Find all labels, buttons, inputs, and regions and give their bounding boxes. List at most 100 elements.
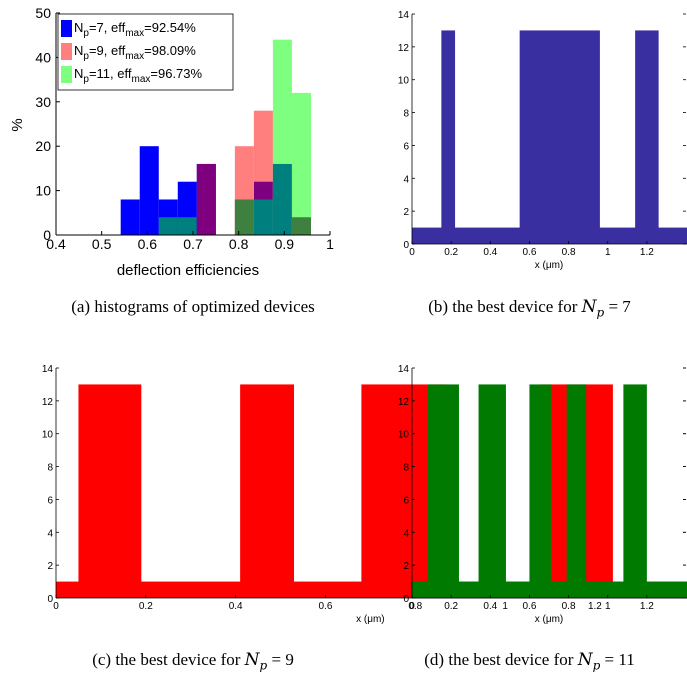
legend-text-part: p [83, 74, 89, 85]
histogram-bar [139, 146, 159, 235]
y-tick-label: 0 [403, 240, 409, 251]
y-tick-label: 10 [398, 430, 410, 441]
legend-entry: Np=7, effmax=92.54% [74, 20, 196, 39]
device-ridge [427, 384, 459, 583]
caption-a-label: (a) [71, 297, 91, 316]
device-ridge [623, 384, 647, 583]
legend-text-part: =92.54% [144, 20, 196, 35]
x-tick-label: 0.4 [229, 601, 243, 612]
y-tick-label: 2 [47, 561, 53, 572]
y-tick-label: 4 [403, 174, 409, 185]
y-tick-label: 30 [35, 94, 51, 110]
histogram-panel: 0.4 0.5 0.6 0.7 0.8 0.9 101020304050deflection… [9, 5, 334, 279]
y-tick-label: 12 [398, 397, 410, 408]
y-tick-label: 20 [35, 138, 51, 154]
y-tick-label: 6 [403, 141, 409, 152]
x-tick-label: 0.8 [562, 601, 576, 612]
legend: Np=7, effmax=92.54%Np=9, effmax=98.09%Np… [57, 13, 234, 91]
histogram-bar [120, 199, 140, 235]
caption-c-label: (c) [92, 650, 112, 669]
x-tick-label: 1.2 [640, 601, 654, 612]
y-tick-label: 8 [47, 463, 53, 474]
caption-d-text: the best device for [448, 650, 574, 669]
legend-entry: Np=9, effmax=98.09% [74, 43, 196, 62]
caption-b-label: (b) [428, 297, 449, 316]
legend-text-part: max [131, 74, 150, 85]
y-tick-label: 10 [35, 183, 51, 199]
device-base-layer [412, 227, 687, 244]
y-tick-label: 10 [398, 76, 410, 87]
legend-swatch [61, 20, 72, 37]
x-tick-label: 0 [53, 601, 59, 612]
x-tick-label: 0.6 [522, 601, 536, 612]
caption-d-var: N [577, 650, 593, 670]
caption-d-label: (d) [424, 650, 445, 669]
y-tick-label: 14 [42, 364, 54, 375]
histogram-bar [158, 217, 178, 235]
device-ridge [635, 30, 659, 229]
y-tick-label: 6 [403, 495, 409, 506]
legend-text-part: =11, eff [89, 66, 132, 81]
x-axis-label: x (μm) [356, 614, 385, 625]
y-tick-label: 4 [47, 528, 53, 539]
x-tick-label: 0.6 [319, 601, 333, 612]
x-tick-label: 0.5 [92, 236, 112, 252]
histogram-bar [291, 217, 311, 235]
device-ridge [519, 30, 600, 229]
legend-text-part: =7, eff [89, 20, 126, 35]
device-ridge [240, 384, 295, 583]
caption-c-sub: p [259, 658, 268, 673]
x-tick-label: 1.2 [588, 601, 602, 612]
caption-b: (b) the best device for Np = 7 [372, 297, 687, 320]
caption-c: (c) the best device for Np = 9 [28, 650, 358, 673]
x-tick-label: 0.6 [138, 236, 158, 252]
y-tick-label: 2 [403, 561, 409, 572]
x-tick-label: 0.2 [139, 601, 153, 612]
x-tick-label: 0.4 [483, 601, 497, 612]
histogram-bar [291, 92, 311, 235]
legend-text-part: N [74, 20, 83, 35]
histogram-bar [253, 199, 273, 235]
device-ridge [78, 384, 142, 583]
x-tick-label: 0.8 [408, 601, 422, 612]
legend-text-part: =96.73% [150, 66, 202, 81]
device-ridge [478, 384, 506, 583]
legend-text-part: =98.09% [144, 43, 196, 58]
x-tick-label: 1 [605, 247, 611, 258]
legend-text-part: max [125, 51, 144, 62]
caption-b-text: the best device for [452, 297, 578, 316]
x-tick-label: 0.8 [562, 247, 576, 258]
x-tick-label: 0 [409, 601, 415, 612]
y-tick-label: 12 [42, 397, 54, 408]
y-tick-label: 40 [35, 49, 51, 65]
y-axis-label: % [9, 118, 26, 131]
legend-entry: Np=11, effmax=96.73% [74, 66, 203, 85]
histogram-bar [196, 163, 216, 235]
x-tick-label: 0.7 [183, 236, 203, 252]
device-ridge [441, 30, 456, 229]
x-axis-label: deflection efficiencies [117, 262, 259, 279]
y-tick-label: 8 [403, 109, 409, 120]
caption-d-rel: = [600, 650, 619, 669]
histogram-bar [234, 199, 254, 235]
y-tick-label: 0 [43, 227, 51, 243]
y-tick-label: 14 [398, 10, 410, 21]
legend-text-part: N [74, 66, 83, 81]
legend-text-part: N [74, 43, 83, 58]
caption-d-num: 11 [618, 650, 635, 669]
x-tick-label: 1 [326, 236, 334, 252]
x-axis-label: x (μm) [535, 260, 564, 271]
x-tick-label: 1 [502, 601, 508, 612]
x-tick-label: 0.2 [444, 247, 458, 258]
caption-d-sub: p [592, 658, 601, 673]
device-np7-panel: 0 0.2 0.4 0.6 0.8 1 1.2 0 2 4 6 8 10 12 14 x (μm) [398, 10, 687, 271]
x-tick-label: 0.4 [483, 247, 497, 258]
legend-box [57, 13, 234, 91]
y-tick-label: 0 [47, 594, 53, 605]
legend-swatch [61, 43, 72, 60]
device-ridge [529, 384, 551, 583]
caption-d: (d) the best device for Np = 11 [372, 650, 687, 673]
legend-swatch [61, 66, 72, 83]
y-tick-label: 0 [403, 594, 409, 605]
y-tick-label: 50 [35, 5, 51, 21]
